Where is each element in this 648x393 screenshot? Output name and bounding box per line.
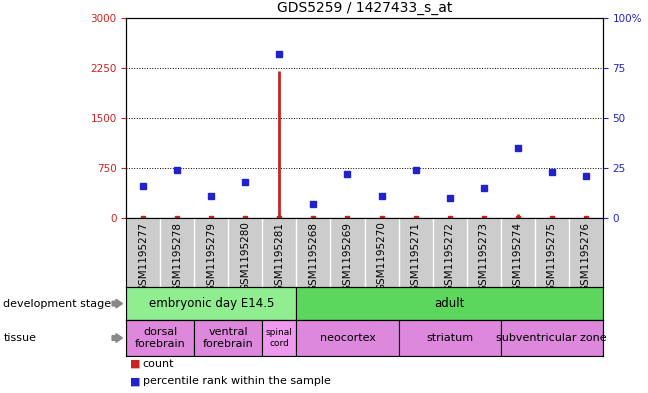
Text: GSM1195278: GSM1195278 [172,222,182,292]
Text: GSM1195272: GSM1195272 [445,222,454,292]
Title: GDS5259 / 1427433_s_at: GDS5259 / 1427433_s_at [277,1,452,15]
Text: neocortex: neocortex [319,333,375,343]
Text: ■: ■ [130,376,140,386]
Text: GSM1195269: GSM1195269 [343,222,353,292]
Text: GSM1195270: GSM1195270 [376,222,386,292]
Text: percentile rank within the sample: percentile rank within the sample [143,376,330,386]
Text: GSM1195280: GSM1195280 [240,222,250,292]
Bar [126,320,194,356]
Text: GSM1195268: GSM1195268 [308,222,318,292]
Text: GSM1195275: GSM1195275 [547,222,557,292]
Text: subventricular zone: subventricular zone [496,333,607,343]
Text: GSM1195281: GSM1195281 [275,222,284,292]
Text: count: count [143,358,174,369]
Text: GSM1195274: GSM1195274 [513,222,522,292]
Text: GSM1195273: GSM1195273 [479,222,489,292]
Bar [262,320,296,356]
Text: ventral
forebrain: ventral forebrain [203,327,254,349]
Bar [194,320,262,356]
Text: GSM1195277: GSM1195277 [139,222,148,292]
Text: ■: ■ [130,358,140,369]
Text: development stage: development stage [3,299,111,309]
Text: dorsal
forebrain: dorsal forebrain [135,327,186,349]
Bar [296,287,603,320]
Text: tissue: tissue [3,333,36,343]
Bar [399,320,500,356]
Text: adult: adult [434,297,465,310]
Text: embryonic day E14.5: embryonic day E14.5 [149,297,274,310]
Text: striatum: striatum [426,333,473,343]
Bar [296,320,399,356]
Bar [500,320,603,356]
Text: GSM1195279: GSM1195279 [207,222,216,292]
Bar [126,287,296,320]
Text: spinal
cord: spinal cord [266,328,293,348]
Text: GSM1195271: GSM1195271 [411,222,421,292]
Text: GSM1195276: GSM1195276 [581,222,590,292]
